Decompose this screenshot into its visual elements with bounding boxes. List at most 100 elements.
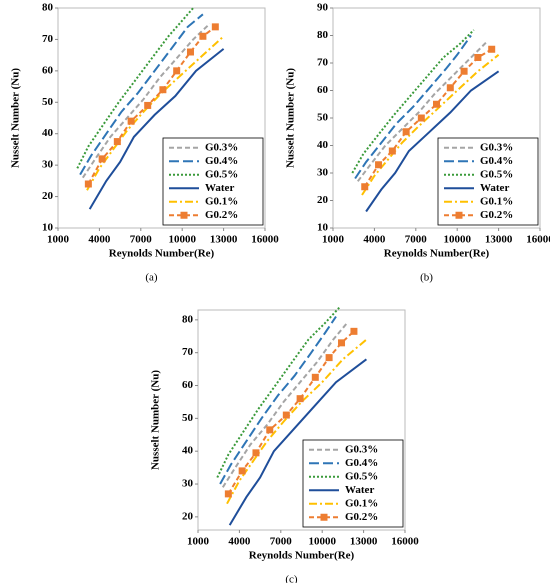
legend-box xyxy=(437,137,539,226)
series-line xyxy=(88,48,225,210)
legend-box xyxy=(162,137,264,226)
legend-label: G0.5% xyxy=(345,470,378,482)
marker xyxy=(402,128,410,136)
legend-label: G0.2% xyxy=(205,209,238,221)
y-tick-label: 40 xyxy=(42,127,54,139)
marker xyxy=(417,114,425,122)
marker xyxy=(350,327,358,335)
marker xyxy=(211,23,219,31)
y-tick-label: 40 xyxy=(182,445,194,457)
marker xyxy=(113,138,121,146)
series-line xyxy=(216,306,341,478)
series-line xyxy=(357,40,489,182)
y-axis-label: Nusselt Number (Nu) xyxy=(150,370,162,470)
y-tick-label: 40 xyxy=(317,139,329,151)
legend-label: G0.4% xyxy=(345,457,378,469)
y-tick-label: 20 xyxy=(182,510,194,522)
y-tick-label: 50 xyxy=(317,112,329,124)
marker xyxy=(98,155,106,163)
legend-label: G0.1% xyxy=(205,195,238,207)
marker xyxy=(325,354,333,362)
marker xyxy=(446,84,454,92)
series-line xyxy=(87,26,216,185)
marker xyxy=(375,161,383,169)
marker xyxy=(474,54,482,61)
x-tick-label: 10000 xyxy=(308,536,336,548)
y-tick-label: 10 xyxy=(317,222,329,234)
series-line xyxy=(363,48,493,188)
x-tick-label: 4000 xyxy=(228,536,251,548)
marker xyxy=(173,67,181,75)
y-tick-label: 30 xyxy=(182,478,194,490)
x-axis-label: Reynolds Number(Re) xyxy=(109,248,215,260)
legend-label: G0.1% xyxy=(345,497,378,509)
plot-frame xyxy=(197,309,406,531)
legend-label: G0.3% xyxy=(480,141,513,153)
x-tick-label: 7000 xyxy=(270,536,293,548)
marker xyxy=(311,373,319,381)
marker xyxy=(159,86,167,94)
y-tick-label: 50 xyxy=(42,96,54,108)
y-tick-label: 80 xyxy=(317,29,329,41)
y-tick-label: 10 xyxy=(42,222,54,234)
legend-label: Water xyxy=(205,182,234,194)
x-tick-label: 4000 xyxy=(88,234,111,246)
y-tick-label: 50 xyxy=(182,412,194,424)
series-line xyxy=(361,54,500,196)
series-line xyxy=(227,330,355,495)
x-tick-label: 10000 xyxy=(168,234,196,246)
legend-label: G0.3% xyxy=(345,443,378,455)
y-tick-label: 70 xyxy=(42,33,54,45)
y-tick-label: 90 xyxy=(317,2,329,14)
marker xyxy=(296,395,304,403)
marker xyxy=(84,180,92,188)
y-tick-label: 60 xyxy=(317,84,329,96)
series-line xyxy=(228,358,368,526)
chart: 10 20 30 40 50 60 70 80 1000 4000 7000 10000 13000 16… xyxy=(10,2,280,284)
x-tick-label: 16000 xyxy=(391,536,419,548)
x-tick-label: 10000 xyxy=(443,234,471,246)
series-line xyxy=(351,29,475,174)
x-tick-label: 7000 xyxy=(130,234,153,246)
y-axis-label: Nusselt Number (Nu) xyxy=(285,68,297,168)
caption: (b) xyxy=(420,272,433,284)
series-line xyxy=(221,322,348,488)
legend-marker xyxy=(180,211,188,219)
x-tick-label: 1000 xyxy=(187,536,210,548)
marker xyxy=(238,467,246,475)
x-tick-label: 1000 xyxy=(322,234,345,246)
marker xyxy=(388,147,396,155)
y-tick-label: 80 xyxy=(42,2,54,14)
legend-label: G0.4% xyxy=(480,155,513,167)
series-line xyxy=(79,13,204,176)
x-axis-label: Reynolds Number(Re) xyxy=(384,248,490,260)
series-line xyxy=(365,70,500,213)
series-line xyxy=(219,316,337,485)
chart: 20 30 40 50 60 70 80 1000 4000 7000 10000 13000 1600… xyxy=(150,306,419,583)
marker xyxy=(361,183,369,191)
marker xyxy=(338,339,346,347)
marker xyxy=(199,32,207,40)
legend-marker xyxy=(320,513,328,521)
legend-box xyxy=(302,439,404,528)
y-tick-label: 20 xyxy=(317,194,329,206)
legend-label: G0.5% xyxy=(480,168,513,180)
x-tick-label: 4000 xyxy=(363,234,386,246)
y-tick-label: 30 xyxy=(42,159,54,171)
marker xyxy=(224,490,232,498)
marker xyxy=(460,67,468,75)
series-line xyxy=(76,7,194,169)
marker xyxy=(186,48,194,56)
legend-label: G0.2% xyxy=(345,511,378,523)
y-tick-label: 80 xyxy=(182,313,194,325)
y-tick-label: 30 xyxy=(317,167,329,179)
legend-label: G0.4% xyxy=(205,155,238,167)
series-line xyxy=(81,22,211,179)
x-tick-label: 16000 xyxy=(526,234,550,246)
y-axis-label: Nusselt Number (Nu) xyxy=(10,68,22,168)
marker xyxy=(488,45,496,53)
series-line xyxy=(354,34,472,180)
legend-label: G0.5% xyxy=(205,168,238,180)
x-tick-label: 13000 xyxy=(210,234,238,246)
